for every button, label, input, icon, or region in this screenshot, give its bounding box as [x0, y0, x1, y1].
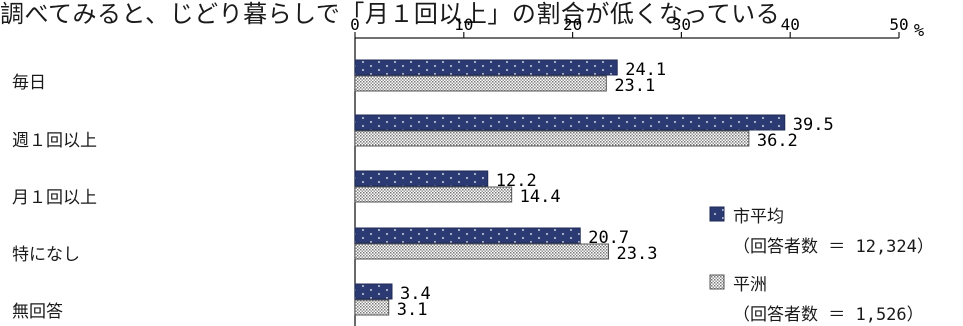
bar-city-average-0	[354, 59, 618, 76]
bar-city-average-3	[354, 227, 581, 244]
category-label-weekly: 週１回以上	[12, 131, 97, 151]
category-label-daily: 毎日	[12, 73, 46, 93]
bar-hirasu-0	[354, 75, 607, 92]
unit-label: %	[914, 21, 924, 41]
x-tick-label: 10	[454, 15, 473, 34]
legend-series-2-sub: （回答者数 ＝ 1,526）	[733, 305, 924, 325]
category-label-none: 特になし	[12, 245, 80, 265]
legend-series-2-label: 平洲	[733, 275, 767, 295]
value-label-0-1: 39.5	[793, 115, 834, 135]
value-label-0-3: 20.7	[588, 228, 629, 248]
value-label-0-4: 3.4	[400, 284, 431, 304]
x-tick-label: 50	[889, 15, 908, 34]
value-label-0-0: 24.1	[625, 60, 666, 80]
legend-series-1-sub: （回答者数 ＝ 12,324）	[733, 237, 934, 257]
value-label-0-2: 12.2	[496, 171, 537, 191]
header-text: 調べてみると、じどり暮らしで「月１回以上」の割合が低くなっている	[0, 0, 781, 28]
category-label-no-answer: 無回答	[12, 302, 63, 322]
x-tick-label: 30	[672, 15, 691, 34]
value-label-1-0: 23.1	[614, 76, 655, 96]
bar-city-average-2	[354, 170, 489, 187]
legend-swatch-hirasu	[709, 274, 725, 290]
bar-hirasu-3	[354, 243, 610, 260]
x-tick-label: 0	[350, 15, 360, 34]
bar-hirasu-1	[354, 130, 750, 147]
x-tick-label: 40	[781, 15, 800, 34]
value-label-1-4: 3.1	[397, 300, 428, 320]
bar-city-average-4	[354, 283, 393, 300]
bar-city-average-1	[354, 114, 786, 131]
x-tick-label: 20	[563, 15, 582, 34]
legend-series-1-label: 市平均	[733, 207, 784, 227]
value-label-1-2: 14.4	[520, 187, 561, 207]
bar-hirasu-2	[354, 186, 513, 203]
bar-hirasu-4	[354, 299, 390, 316]
category-label-monthly: 月１回以上	[12, 188, 97, 208]
value-label-1-1: 36.2	[757, 131, 798, 151]
legend-swatch-city-average	[709, 206, 725, 222]
value-label-1-3: 23.3	[617, 244, 658, 264]
